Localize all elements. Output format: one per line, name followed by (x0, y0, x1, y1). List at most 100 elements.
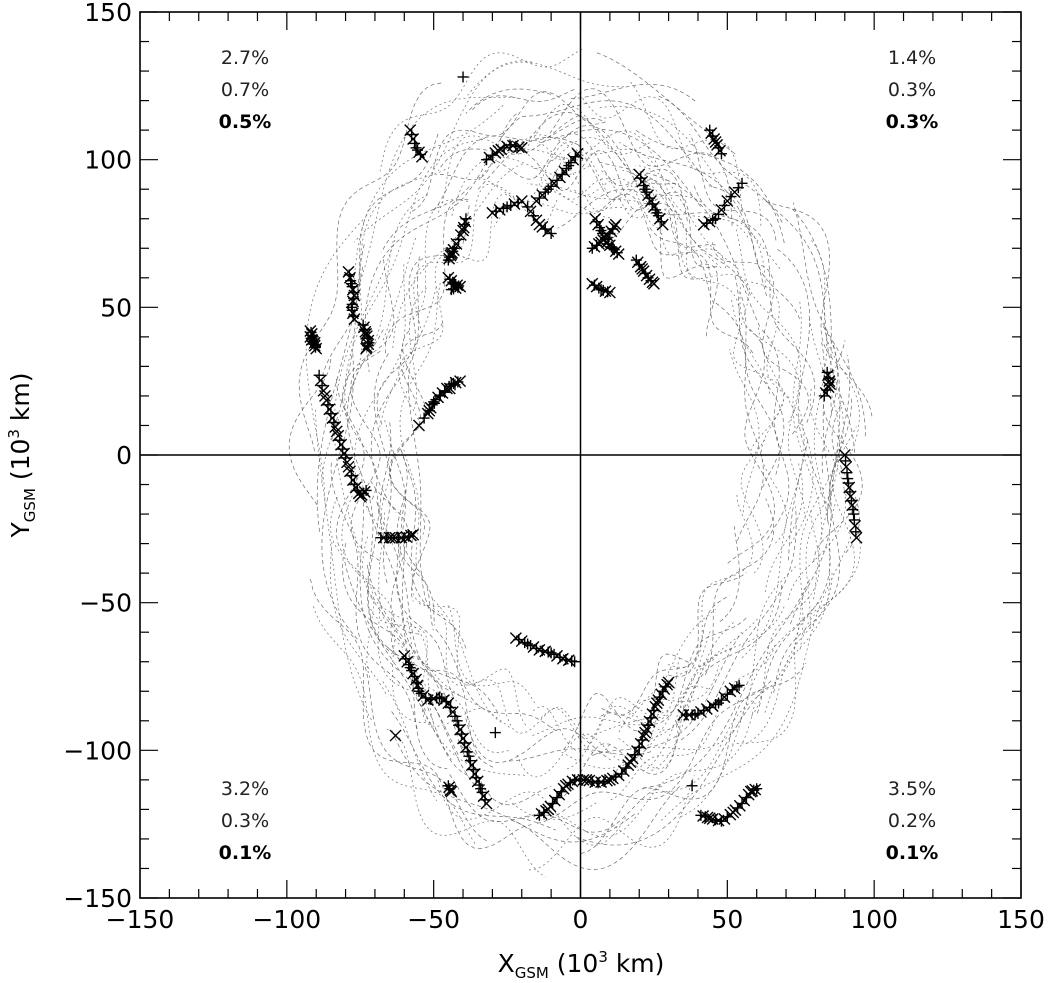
trajectory (413, 183, 531, 337)
event-marker (386, 531, 399, 544)
event-marker (700, 702, 713, 715)
event-marker (398, 649, 411, 662)
trajectory (350, 350, 383, 563)
event-marker (624, 756, 637, 769)
axis-ticks (139, 11, 1022, 899)
trajectory (792, 202, 866, 437)
event-marker (480, 797, 493, 810)
event-marker (404, 124, 417, 137)
trajectory (757, 543, 831, 714)
event-marker (407, 132, 420, 145)
event-marker (606, 772, 619, 785)
trajectory (390, 617, 481, 759)
event-marker (544, 800, 557, 813)
quadrant-annotation-top-left: 2.7% 0.7% 0.5% (219, 47, 272, 133)
trajectory (731, 426, 857, 745)
trajectory (355, 96, 516, 295)
trajectory (477, 136, 580, 191)
trajectory (401, 533, 500, 717)
event-marker (706, 813, 719, 825)
trajectory (568, 83, 696, 102)
trajectory (367, 488, 480, 776)
pct-label: 3.5% (888, 778, 936, 800)
trajectory (391, 711, 556, 831)
trajectory (745, 572, 833, 745)
trajectory (288, 358, 332, 508)
event-marker (335, 438, 348, 451)
event-marker (650, 697, 663, 710)
event-marker (653, 212, 666, 225)
event-marker (343, 465, 356, 478)
event-marker (407, 667, 420, 680)
trajectory (411, 563, 527, 727)
event-marker (304, 324, 317, 337)
y-tick-label: 150 (84, 0, 132, 27)
trajectory (433, 599, 504, 724)
event-marker (320, 394, 333, 407)
trajectory (431, 118, 603, 214)
pct-label: 0.2% (888, 810, 936, 832)
trajectory (535, 130, 749, 238)
quadrant-annotation-bottom-left: 3.2% 0.3% 0.1% (219, 778, 272, 864)
event-marker (746, 784, 759, 797)
event-marker (649, 700, 662, 713)
event-marker (819, 386, 832, 399)
trajectory (516, 696, 666, 778)
trajectory (516, 134, 657, 167)
trajectory (561, 616, 760, 769)
trajectory (650, 588, 805, 794)
trajectory (651, 606, 785, 772)
event-marker (446, 705, 459, 718)
x-tick-label: 0 (573, 905, 589, 934)
trajectory (353, 105, 504, 283)
event-marker (459, 215, 472, 228)
trajectory (391, 730, 638, 843)
event-marker (631, 256, 644, 269)
event-marker (580, 773, 593, 786)
trajectory (689, 133, 777, 241)
event-marker (553, 171, 566, 184)
event-marker (533, 643, 546, 656)
trajectory (408, 675, 528, 776)
trajectory (418, 603, 587, 738)
event-marker (338, 447, 351, 460)
trajectory (354, 264, 406, 532)
trajectory (600, 615, 749, 725)
x-tick-label: 150 (997, 905, 1045, 934)
trajectory (373, 353, 392, 586)
event-marker (617, 765, 630, 778)
event-marker (652, 694, 665, 707)
trajectory (341, 495, 432, 723)
event-marker (410, 673, 423, 686)
trajectory (389, 322, 444, 535)
event-marker (553, 788, 566, 801)
trajectory (667, 572, 747, 678)
event-marker (609, 218, 622, 231)
y-axis-title: YGSM (103 km) (5, 373, 39, 539)
trajectory (563, 653, 691, 750)
event-marker (457, 732, 470, 745)
trajectory (366, 564, 494, 768)
event-marker (506, 139, 519, 152)
trajectory (791, 208, 832, 414)
event-marker (590, 280, 603, 293)
event-marker (562, 654, 575, 667)
trajectory (396, 542, 455, 698)
trajectory (342, 259, 395, 501)
trajectory (477, 148, 584, 182)
trajectory (537, 129, 701, 207)
trajectory (762, 199, 873, 417)
x-axis-title: XGSM (103 km) (498, 948, 665, 982)
event-marker (515, 635, 528, 648)
event-marker (840, 460, 853, 473)
trajectory (387, 646, 487, 797)
event-marker (603, 773, 616, 786)
event-marker (718, 813, 731, 825)
y-tick-label: −50 (79, 589, 132, 618)
trajectory (362, 536, 434, 722)
trajectory (609, 565, 797, 779)
trajectory (828, 340, 841, 509)
trajectory (321, 353, 359, 641)
trajectory (435, 629, 558, 732)
event-marker (589, 212, 602, 225)
